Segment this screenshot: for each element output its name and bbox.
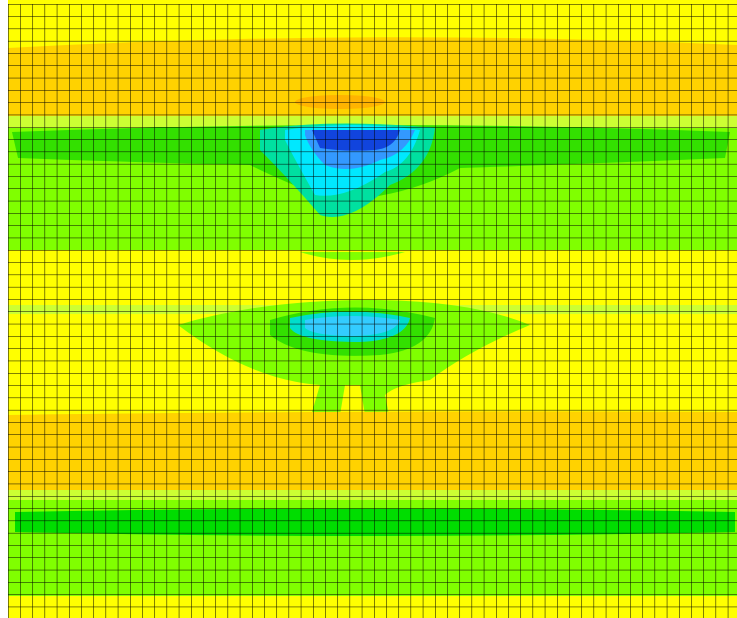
- mesh-grid: [8, 4, 737, 618]
